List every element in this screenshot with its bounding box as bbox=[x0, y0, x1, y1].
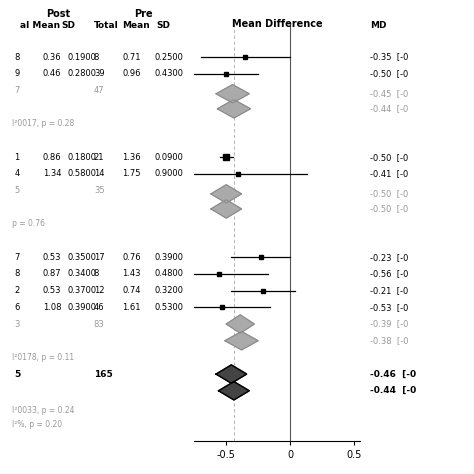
Text: -0.23  [-0: -0.23 [-0 bbox=[371, 253, 409, 262]
Polygon shape bbox=[217, 100, 250, 118]
Text: I²0017, p = 0.28: I²0017, p = 0.28 bbox=[12, 119, 74, 128]
Text: 8: 8 bbox=[14, 53, 19, 62]
Text: -0.50  [-0: -0.50 [-0 bbox=[371, 190, 409, 199]
Text: I²0033, p = 0.24: I²0033, p = 0.24 bbox=[12, 406, 75, 415]
Text: -0.50  [-0: -0.50 [-0 bbox=[371, 204, 409, 213]
Text: 1.61: 1.61 bbox=[122, 303, 141, 312]
Text: 0.71: 0.71 bbox=[122, 53, 141, 62]
Text: 0.86: 0.86 bbox=[43, 153, 61, 162]
Text: 12: 12 bbox=[94, 286, 104, 295]
Text: -0.39  [-0: -0.39 [-0 bbox=[371, 319, 409, 328]
Text: 0.9000: 0.9000 bbox=[155, 169, 183, 178]
Text: -0.41  [-0: -0.41 [-0 bbox=[371, 169, 409, 178]
Polygon shape bbox=[219, 382, 249, 400]
Text: I²%, p = 0.20: I²%, p = 0.20 bbox=[12, 419, 63, 428]
Text: 0.4800: 0.4800 bbox=[155, 270, 183, 278]
Text: al Mean: al Mean bbox=[20, 21, 60, 30]
Text: 0.3400: 0.3400 bbox=[67, 270, 96, 278]
Text: 6: 6 bbox=[14, 303, 19, 312]
Text: 83: 83 bbox=[94, 319, 105, 328]
Polygon shape bbox=[225, 331, 258, 350]
Text: -0.44  [-0: -0.44 [-0 bbox=[371, 104, 409, 113]
Text: SD: SD bbox=[62, 21, 76, 30]
Text: 0.53: 0.53 bbox=[43, 253, 61, 262]
Text: 17: 17 bbox=[94, 253, 104, 262]
Text: 0.3500: 0.3500 bbox=[67, 253, 96, 262]
Text: 14: 14 bbox=[94, 169, 104, 178]
Text: 0.96: 0.96 bbox=[122, 69, 141, 78]
Text: 0.2800: 0.2800 bbox=[67, 69, 96, 78]
Text: 0.3200: 0.3200 bbox=[155, 286, 183, 295]
Text: 35: 35 bbox=[94, 186, 104, 195]
Text: SD: SD bbox=[156, 21, 171, 30]
Text: 0.36: 0.36 bbox=[43, 53, 61, 62]
Text: 7: 7 bbox=[14, 86, 19, 95]
Text: MD: MD bbox=[371, 21, 387, 30]
Text: -0.56  [-0: -0.56 [-0 bbox=[371, 270, 409, 278]
Text: Pre: Pre bbox=[134, 9, 153, 18]
Text: 8: 8 bbox=[94, 270, 99, 278]
Text: 4: 4 bbox=[14, 169, 19, 178]
Polygon shape bbox=[211, 200, 242, 218]
Text: -0.21  [-0: -0.21 [-0 bbox=[371, 286, 409, 295]
Text: Mean: Mean bbox=[122, 21, 150, 30]
Text: 0.3900: 0.3900 bbox=[67, 303, 96, 312]
Text: I²0178, p = 0.11: I²0178, p = 0.11 bbox=[12, 353, 74, 362]
Text: 0.5800: 0.5800 bbox=[67, 169, 96, 178]
Text: 47: 47 bbox=[94, 86, 104, 95]
Text: 0.5300: 0.5300 bbox=[155, 303, 183, 312]
Text: 0.2500: 0.2500 bbox=[155, 53, 183, 62]
Text: 1: 1 bbox=[14, 153, 19, 162]
Polygon shape bbox=[211, 185, 242, 203]
Polygon shape bbox=[216, 84, 249, 103]
Text: 1.36: 1.36 bbox=[122, 153, 141, 162]
Text: 8: 8 bbox=[94, 53, 99, 62]
Text: 1.75: 1.75 bbox=[122, 169, 141, 178]
Text: 0.3700: 0.3700 bbox=[67, 286, 96, 295]
Text: p = 0.76: p = 0.76 bbox=[12, 219, 46, 228]
Text: 0.1900: 0.1900 bbox=[67, 53, 96, 62]
Text: Mean Difference: Mean Difference bbox=[232, 18, 323, 29]
Text: -0.44  [-0: -0.44 [-0 bbox=[371, 386, 417, 395]
Text: -0.50  [-0: -0.50 [-0 bbox=[371, 69, 409, 78]
Text: 0.0900: 0.0900 bbox=[155, 153, 183, 162]
Text: 21: 21 bbox=[94, 153, 104, 162]
Text: 5: 5 bbox=[14, 186, 19, 195]
Text: 0.76: 0.76 bbox=[122, 253, 141, 262]
Polygon shape bbox=[216, 365, 246, 383]
Text: -0.50  [-0: -0.50 [-0 bbox=[371, 153, 409, 162]
Text: 2: 2 bbox=[14, 286, 19, 295]
Text: 0.74: 0.74 bbox=[122, 286, 141, 295]
Text: -0.35  [-0: -0.35 [-0 bbox=[371, 53, 409, 62]
Text: 1.43: 1.43 bbox=[122, 270, 141, 278]
Text: 0.3900: 0.3900 bbox=[155, 253, 183, 262]
Text: 0.1800: 0.1800 bbox=[67, 153, 96, 162]
Text: 3: 3 bbox=[14, 319, 19, 328]
Text: 0.87: 0.87 bbox=[43, 270, 61, 278]
Text: -0.38  [-0: -0.38 [-0 bbox=[371, 336, 409, 345]
Text: 0.46: 0.46 bbox=[43, 69, 61, 78]
Text: 8: 8 bbox=[14, 270, 19, 278]
Text: 1.08: 1.08 bbox=[43, 303, 61, 312]
Text: 165: 165 bbox=[94, 370, 113, 379]
Text: 0.4300: 0.4300 bbox=[155, 69, 183, 78]
Text: -0.53  [-0: -0.53 [-0 bbox=[371, 303, 409, 312]
Text: Post: Post bbox=[46, 9, 70, 18]
Text: -0.45  [-0: -0.45 [-0 bbox=[371, 89, 409, 98]
Text: -0.46  [-0: -0.46 [-0 bbox=[371, 370, 417, 379]
Polygon shape bbox=[226, 315, 255, 333]
Text: 46: 46 bbox=[94, 303, 104, 312]
Text: 1.34: 1.34 bbox=[43, 169, 61, 178]
Text: 9: 9 bbox=[14, 69, 19, 78]
Text: 0.53: 0.53 bbox=[43, 286, 61, 295]
Text: 7: 7 bbox=[14, 253, 19, 262]
Text: Total: Total bbox=[94, 21, 118, 30]
Text: 39: 39 bbox=[94, 69, 104, 78]
Text: 5: 5 bbox=[14, 370, 20, 379]
